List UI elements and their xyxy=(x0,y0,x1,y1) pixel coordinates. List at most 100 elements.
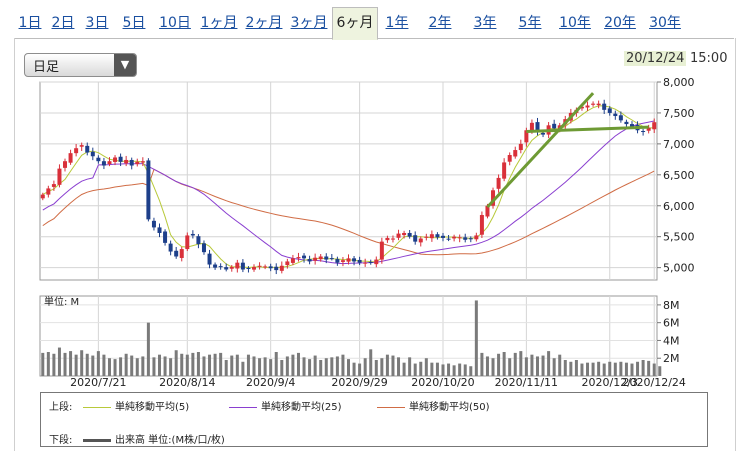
volume-bar xyxy=(80,350,84,376)
candle-body xyxy=(196,236,201,245)
candle-body xyxy=(140,161,145,163)
x-tick-label: 2020/11/11 xyxy=(495,376,558,389)
period-tabs: 1日 2日 3日 5日 10日 1ヶ月 2ヶ月 3ヶ月 6ヶ月 1年 2年 3年 5年 10年 20年 30年 xyxy=(14,7,734,40)
volume-bar xyxy=(158,354,162,376)
tab-14[interactable]: 20年 xyxy=(604,15,636,31)
tab-2[interactable]: 3日 xyxy=(85,15,109,31)
volume-bar xyxy=(135,358,139,376)
tab-0[interactable]: 1日 xyxy=(18,15,42,31)
candle-body xyxy=(407,232,412,237)
candle-body xyxy=(607,108,612,113)
candle-body xyxy=(457,237,462,239)
candle-body xyxy=(335,259,340,263)
tab-11[interactable]: 3年 xyxy=(473,15,497,31)
tab-7[interactable]: 3ヶ月 xyxy=(290,15,328,31)
volume-bar xyxy=(563,360,567,376)
volume-bar xyxy=(102,354,106,376)
volume-bar xyxy=(652,363,656,376)
candle-body xyxy=(129,159,134,166)
volume-bar xyxy=(96,351,100,376)
volume-bar xyxy=(419,361,423,376)
candle-body xyxy=(63,161,68,168)
candle-body xyxy=(463,237,468,240)
x-tick-label: 2020/8/14 xyxy=(159,376,215,389)
candle-body xyxy=(357,259,362,263)
volume-bar xyxy=(580,363,584,376)
candle-body xyxy=(424,236,429,238)
tab-12[interactable]: 5年 xyxy=(518,15,542,31)
candle-body xyxy=(452,236,457,239)
volume-bar xyxy=(541,355,545,376)
candle-body xyxy=(168,243,173,252)
volume-bar xyxy=(113,359,117,376)
volume-bar xyxy=(280,360,284,376)
candle-body xyxy=(491,190,496,206)
candle-body xyxy=(585,105,590,108)
tab-10[interactable]: 2年 xyxy=(428,15,452,31)
candle-body xyxy=(518,143,523,151)
volume-bar xyxy=(263,357,267,376)
volume-bar xyxy=(46,352,50,376)
legend-volume: 出来高 単位:(M株/口/枚) xyxy=(83,431,225,446)
candle-body xyxy=(279,265,284,271)
volume-bar xyxy=(152,357,156,376)
volume-bar xyxy=(591,362,595,376)
price-tick-label: 5,500 xyxy=(663,231,695,244)
tab-5[interactable]: 1ヶ月 xyxy=(200,15,238,31)
candle-period-select[interactable]: 日足 ▼ xyxy=(24,53,137,77)
volume-bar xyxy=(619,361,623,376)
volume-bar xyxy=(480,352,484,376)
chart-frame xyxy=(14,38,736,451)
volume-bar xyxy=(208,354,212,376)
tab-1[interactable]: 2日 xyxy=(51,15,75,31)
trendline-up xyxy=(486,92,595,209)
volume-bar xyxy=(252,356,256,376)
tab-4[interactable]: 10日 xyxy=(159,15,191,31)
candle-body xyxy=(201,243,206,253)
volume-bar xyxy=(191,352,195,376)
x-tick-label: 2020/12/3 xyxy=(582,376,638,389)
tab-6[interactable]: 2ヶ月 xyxy=(245,15,283,31)
candle-body xyxy=(157,227,162,233)
volume-bar xyxy=(369,349,373,376)
volume-bar xyxy=(91,355,95,376)
candle-body xyxy=(591,103,596,105)
candle-body xyxy=(207,253,212,265)
candle-body xyxy=(529,122,534,132)
x-tick-label: 2020/9/29 xyxy=(331,376,387,389)
candle-body xyxy=(374,259,379,265)
volume-tick-label: 4M xyxy=(663,334,680,347)
volume-bar xyxy=(241,361,245,376)
volume-bar xyxy=(547,351,551,376)
price-tick-label: 7,500 xyxy=(663,107,695,120)
candle-body xyxy=(596,103,601,106)
tab-15[interactable]: 30年 xyxy=(649,15,681,31)
x-tick-label: 2020/10/20 xyxy=(411,376,474,389)
chevron-down-icon: ▼ xyxy=(114,54,136,76)
candle-body xyxy=(496,177,501,189)
tab-9[interactable]: 1年 xyxy=(385,15,409,31)
price-tick-label: 8,000 xyxy=(663,76,695,89)
tab-8[interactable]: 6ヶ月 xyxy=(332,7,378,40)
candle-body xyxy=(324,256,329,260)
volume-bar xyxy=(63,352,67,376)
candle-body xyxy=(174,250,179,257)
volume-bar xyxy=(408,357,412,376)
tab-13[interactable]: 10年 xyxy=(559,15,591,31)
candle-body xyxy=(107,161,112,165)
volume-bar xyxy=(85,353,89,376)
candle-body xyxy=(641,131,646,133)
volume-bar xyxy=(586,362,590,376)
volume-bar xyxy=(385,354,389,376)
volume-bar xyxy=(274,352,278,376)
candle-body xyxy=(413,235,418,242)
candle-body xyxy=(541,132,546,135)
candle-body xyxy=(68,153,73,163)
candle-body xyxy=(57,168,62,185)
candle-body xyxy=(385,237,390,241)
tab-3[interactable]: 5日 xyxy=(122,15,146,31)
volume-bar xyxy=(196,352,200,376)
candle-body xyxy=(224,267,229,270)
candle-body xyxy=(240,262,245,270)
legend-upper-label: 上段: xyxy=(49,402,73,413)
